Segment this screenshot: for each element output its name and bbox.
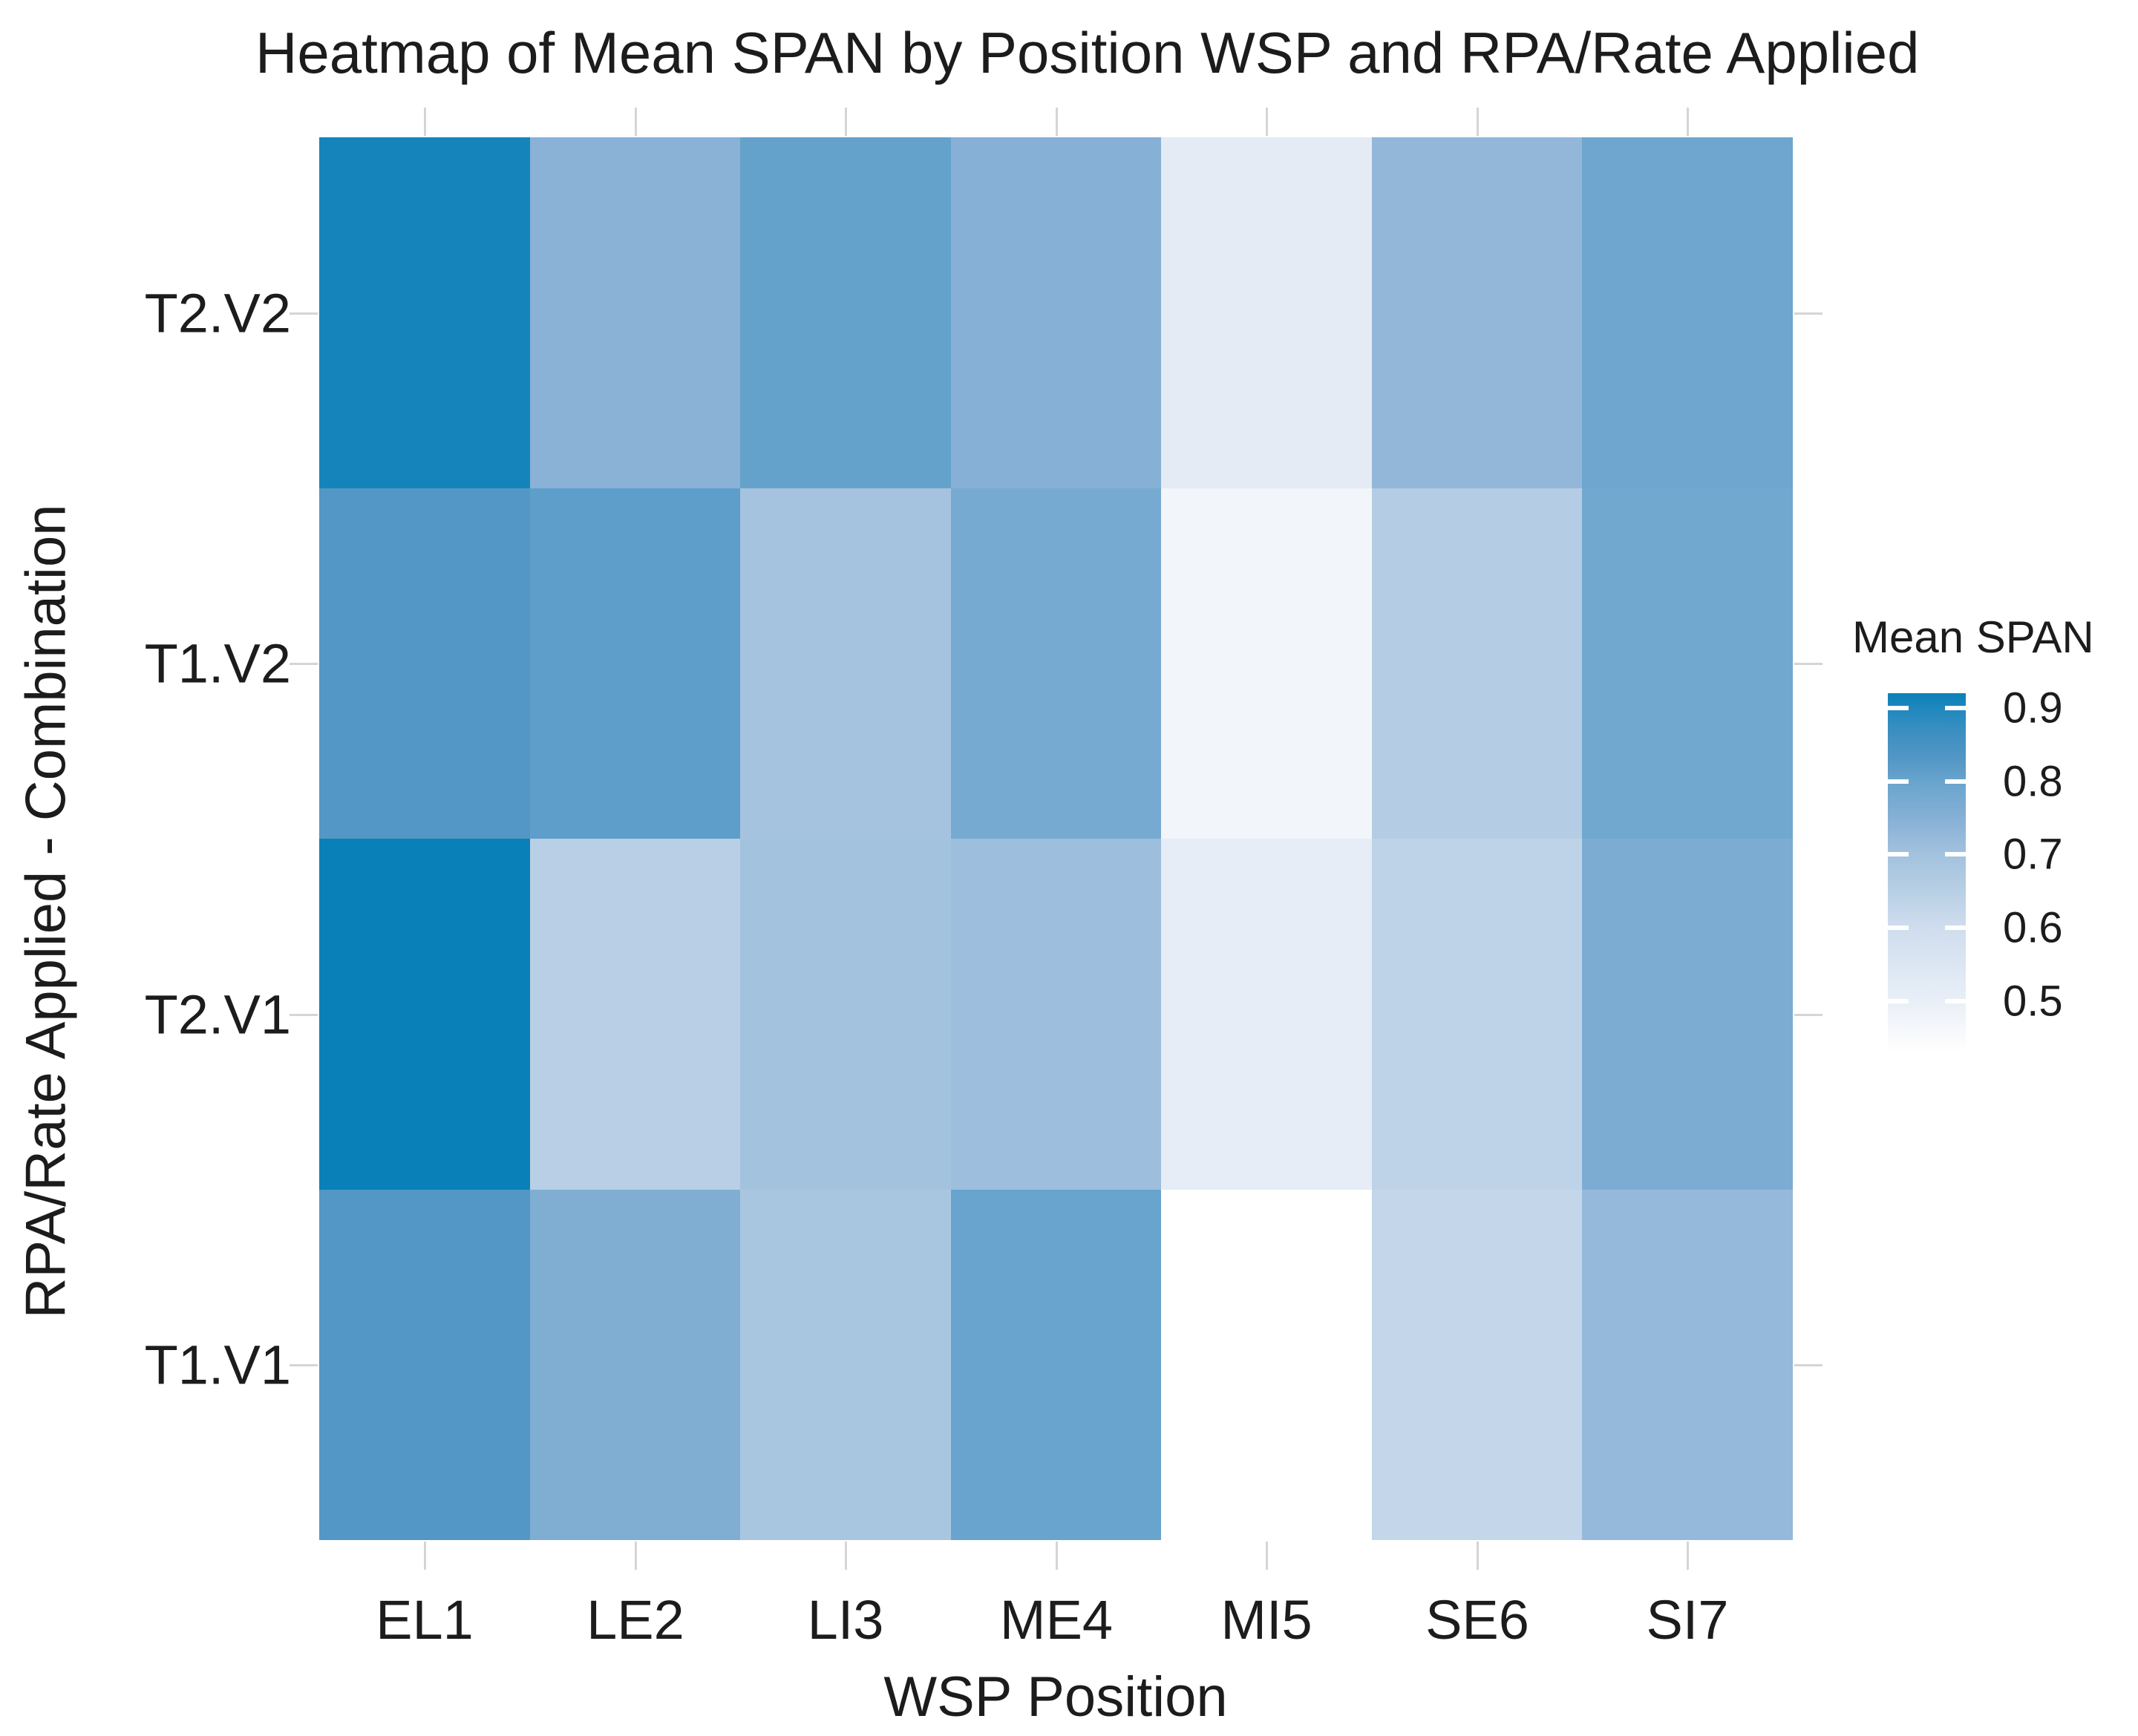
x-tick-label: EL1 [376,1589,474,1651]
heatmap-cell [319,1190,530,1540]
legend-tick [1945,926,1966,931]
heatmap-cell [1372,1190,1582,1540]
heatmap-cell [319,137,530,488]
x-axis-title: WSP Position [883,1665,1228,1729]
heatmap-cell [740,488,951,839]
heatmap-cell [319,839,530,1190]
y-tick-label: T2.V1 [144,983,291,1046]
x-tick-label: LE2 [586,1589,684,1651]
chart-title: Heatmap of Mean SPAN by Position WSP and… [255,20,1920,85]
heatmap-cell [319,488,530,839]
y-axis-title: RPA/Rate Applied - Combination [14,504,78,1319]
legend-gradient-bar [1888,693,1966,1052]
heatmap-cell [1372,839,1582,1190]
heatmap-cell [1161,137,1372,488]
x-tick-label: ME4 [999,1589,1114,1651]
legend-tick [1945,852,1966,857]
legend-title: Mean SPAN [1852,612,2094,662]
x-tick-label: SE6 [1425,1589,1529,1651]
x-tick-label: MI5 [1220,1589,1312,1651]
axis-tick [845,108,847,136]
axis-tick [1477,1542,1479,1570]
axis-tick [290,1014,318,1016]
legend-tick [1888,852,1909,857]
heatmap-cell [1582,137,1793,488]
legend-tick-label: 0.7 [2003,830,2063,879]
x-tick-label: LI3 [807,1589,884,1651]
heatmap-cell [1372,137,1582,488]
y-tick-label: T1.V2 [144,632,291,695]
legend-tick [1945,998,1966,1003]
axis-tick [1266,1542,1268,1570]
legend-tick [1888,705,1909,710]
heatmap-cell [951,839,1161,1190]
legend-tick [1888,779,1909,784]
axis-tick [1056,108,1058,136]
heatmap-cell [1582,839,1793,1190]
heatmap-cell [1372,488,1582,839]
legend-tick-label: 0.5 [2003,977,2063,1026]
heatmap-cell [530,1190,740,1540]
axis-tick [290,663,318,665]
axis-tick [635,1542,637,1570]
heatmap-cell [530,839,740,1190]
axis-tick [1687,1542,1689,1570]
axis-tick [1794,312,1822,315]
axis-tick [290,312,318,315]
axis-tick [290,1364,318,1366]
axis-tick [1687,108,1689,136]
legend-tick [1888,998,1909,1003]
heatmap-cell [740,137,951,488]
legend-tick [1888,926,1909,931]
axis-tick [424,1542,426,1570]
axis-tick [1266,108,1268,136]
axis-tick [1794,1364,1822,1366]
legend-tick [1945,779,1966,784]
heatmap-cell [740,1190,951,1540]
heatmap-cell [530,488,740,839]
axis-tick [635,108,637,136]
x-tick-label: SI7 [1646,1589,1729,1651]
heatmap-cell [740,839,951,1190]
axis-tick [1794,1014,1822,1016]
heatmap-cell [951,137,1161,488]
axis-tick [1477,108,1479,136]
heatmap-cell [1161,839,1372,1190]
heatmap-cell [951,488,1161,839]
axis-tick [424,108,426,136]
legend-tick [1945,705,1966,710]
heatmap-cell [951,1190,1161,1540]
legend-tick-label: 0.9 [2003,684,2063,733]
heatmap-cell [1582,1190,1793,1540]
legend-tick-label: 0.8 [2003,757,2063,806]
axis-tick [845,1542,847,1570]
heatmap-cell [1161,488,1372,839]
y-tick-label: T1.V1 [144,1334,291,1396]
heatmap-panel [319,137,1793,1540]
axis-tick [1056,1542,1058,1570]
y-tick-label: T2.V2 [144,282,291,344]
heatmap-cell [1582,488,1793,839]
legend-tick-label: 0.6 [2003,903,2063,952]
axis-tick [1794,663,1822,665]
heatmap-cell [530,137,740,488]
